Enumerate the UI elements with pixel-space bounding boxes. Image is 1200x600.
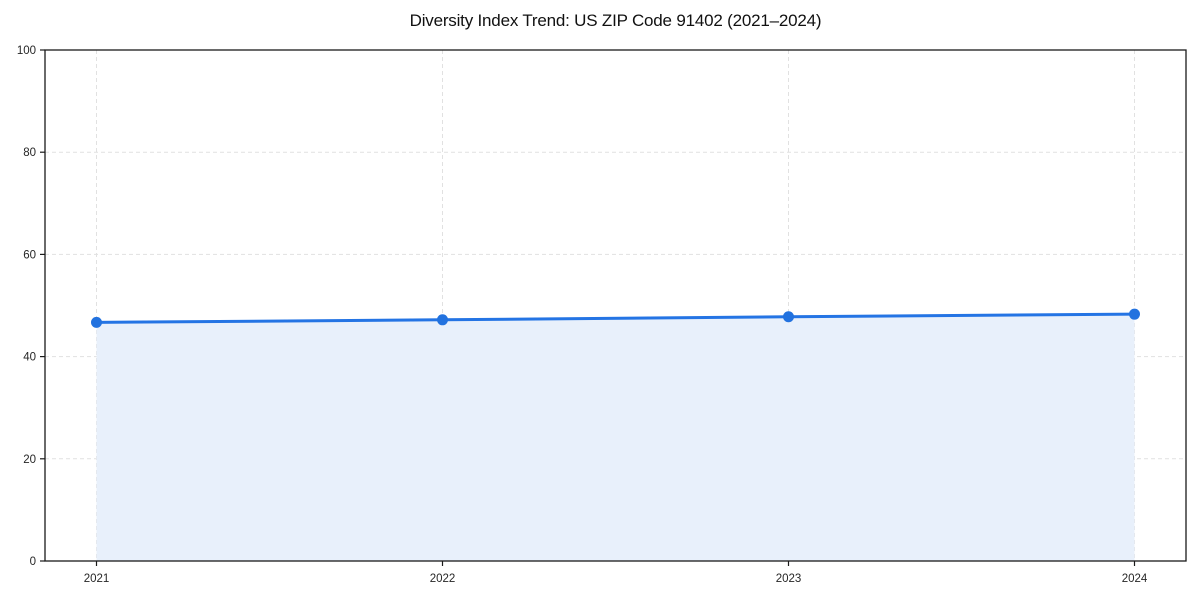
- series-area-fill: [96, 314, 1135, 561]
- data-point-marker: [437, 314, 448, 326]
- y-tick-label: 100: [17, 45, 36, 57]
- x-tick-label: 2022: [430, 573, 456, 585]
- y-tick-label: 60: [23, 249, 36, 261]
- chart-title: Diversity Index Trend: US ZIP Code 91402…: [409, 11, 822, 30]
- x-tick-label: 2024: [1122, 573, 1148, 585]
- x-tick-label: 2021: [84, 573, 110, 585]
- data-point-marker: [783, 311, 794, 323]
- axes-spines: [44, 49, 1187, 562]
- y-tick-label: 80: [23, 147, 36, 159]
- data-point-marker: [91, 316, 102, 328]
- data-point-marker: [1129, 308, 1140, 320]
- y-tick-label: 40: [23, 352, 36, 364]
- y-tick-label: 20: [23, 454, 36, 466]
- x-tick-label: 2023: [776, 573, 802, 585]
- y-tick-label: 0: [30, 556, 36, 568]
- series-line: [95, 312, 1136, 324]
